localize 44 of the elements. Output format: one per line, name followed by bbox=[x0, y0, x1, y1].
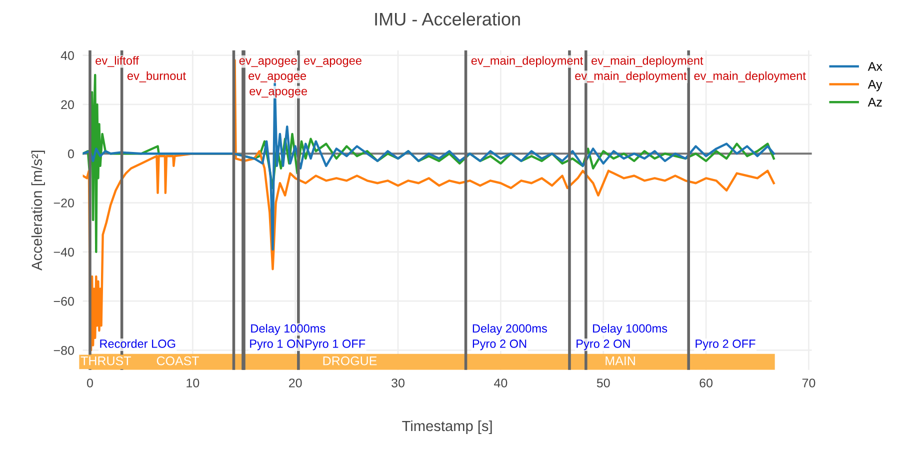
x-tick-label: 70 bbox=[802, 378, 816, 388]
x-tick-label: 20 bbox=[289, 378, 302, 388]
chart-title: IMU - Acceleration bbox=[375, 12, 520, 26]
annotation: Pyro 2 ON bbox=[576, 340, 630, 350]
ref-line-label: ev_liftoff bbox=[96, 56, 139, 67]
ref-line-label: ev_apogee bbox=[304, 58, 362, 68]
y-tick-label: 0 bbox=[68, 149, 74, 158]
x-tick-label: 50 bbox=[596, 378, 610, 388]
band-label: DROGUE bbox=[323, 356, 377, 366]
y-tick-label: 40 bbox=[60, 51, 74, 60]
legend-label: Ax bbox=[868, 62, 882, 71]
annotation: Recorder LOG bbox=[100, 339, 176, 348]
band-label: THRUST bbox=[80, 356, 131, 366]
ref-line-label: ev_main_deployment bbox=[592, 56, 704, 68]
annotation: Delay 1000ms bbox=[593, 324, 668, 335]
x-axis-title: Timestamp [s] bbox=[402, 420, 492, 434]
annotation: Pyro 2 ON bbox=[472, 340, 526, 350]
x-tick-label: 40 bbox=[494, 378, 508, 388]
band-label: COAST bbox=[156, 356, 200, 366]
y-tick-label: −80 bbox=[54, 346, 74, 355]
x-tick-label: 10 bbox=[186, 378, 200, 388]
legend-label: Ay bbox=[868, 80, 882, 92]
annotation: Delay 1000ms bbox=[251, 324, 326, 335]
x-tick-label: 0 bbox=[87, 378, 93, 388]
annotation: Pyro 2 OFF bbox=[696, 340, 756, 350]
y-tick-label: −60 bbox=[54, 296, 74, 306]
ref-line-label: ev_main_deployment bbox=[471, 56, 584, 68]
y-tick-label: −20 bbox=[54, 198, 74, 208]
ref-line-label: ev_main_deployment bbox=[575, 71, 687, 82]
y-tick-label: 20 bbox=[61, 100, 74, 110]
ref-line-label: ev_main_deployment bbox=[694, 71, 806, 82]
y-tick-label: −40 bbox=[54, 248, 74, 257]
y-axis-title: Acceleration [m/s²] bbox=[31, 150, 45, 270]
legend-label: Az bbox=[868, 98, 882, 107]
annotation: Pyro 1 ON bbox=[250, 340, 304, 350]
ref-line-label: ev_apogee bbox=[250, 88, 308, 98]
band-label: MAIN bbox=[606, 356, 635, 366]
ref-line-label: ev_apogee bbox=[248, 74, 306, 82]
ref-line-label: ev_apogee bbox=[239, 58, 297, 68]
annotation: Delay 2000ms bbox=[472, 324, 547, 335]
annotation: Pyro 1 OFF bbox=[306, 340, 366, 350]
x-tick-label: 30 bbox=[392, 378, 404, 388]
x-tick-label: 60 bbox=[700, 378, 713, 388]
ref-line-label: ev_burnout bbox=[127, 71, 186, 82]
